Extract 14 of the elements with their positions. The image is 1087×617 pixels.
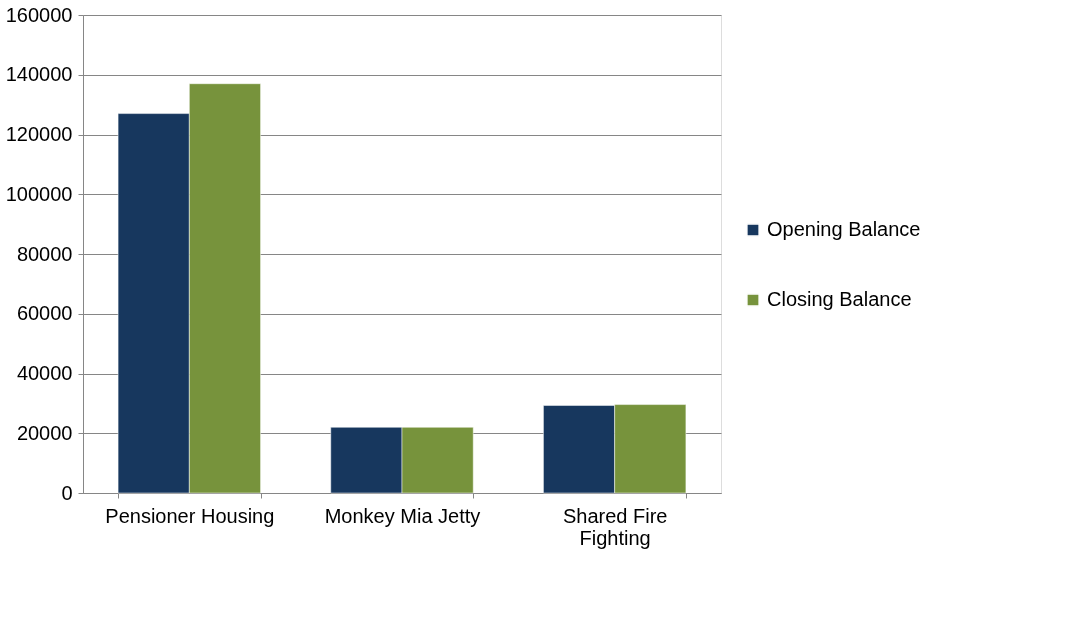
- y-tick-label: 140000: [5, 63, 73, 86]
- y-tick-label: 80000: [16, 242, 73, 265]
- x-tick-label: Monkey Mia Jetty: [324, 504, 481, 527]
- y-tick-label: 160000: [5, 3, 73, 26]
- y-tick-label: 20000: [16, 421, 73, 444]
- legend-label: Closing Balance: [767, 288, 912, 310]
- y-tick-label: 60000: [16, 302, 73, 325]
- legend-label: Opening Balance: [767, 218, 921, 240]
- y-tick-label: 0: [61, 481, 73, 504]
- x-tick-label: Pensioner Housing: [105, 504, 275, 527]
- y-tick-label: 40000: [16, 362, 73, 384]
- y-tick-label: 100000: [5, 182, 73, 205]
- x-tick-label: Shared Fire Fighting: [562, 504, 668, 549]
- y-tick-label: 120000: [5, 123, 73, 145]
